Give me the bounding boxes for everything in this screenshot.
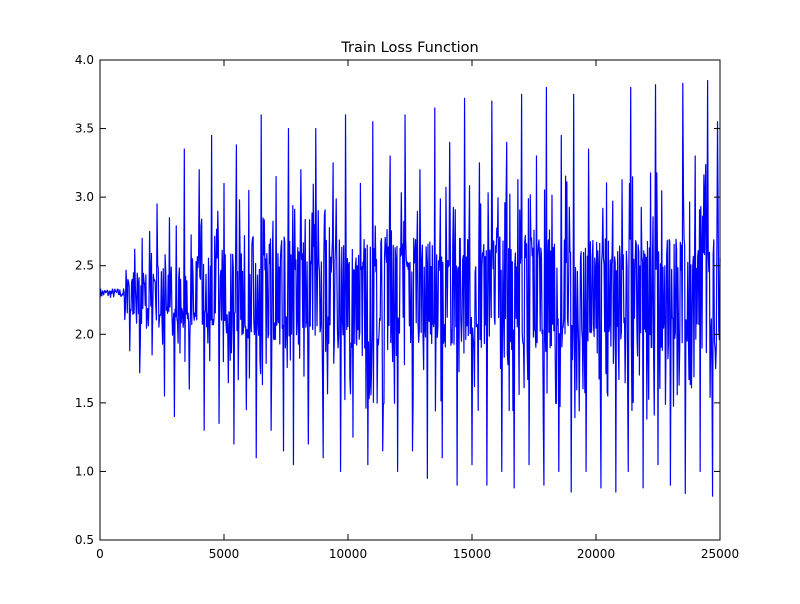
series-line-train-loss xyxy=(99,79,721,497)
x-tick-label: 5000 xyxy=(209,547,240,561)
y-axis: 0.5 1.0 1.5 2.0 2.5 3.0 3.5 4.0 xyxy=(75,53,720,547)
y-tick-label: 3.5 xyxy=(75,122,94,136)
y-tick-label: 4.0 xyxy=(75,53,94,67)
x-axis: 0 5000 10000 15000 20000 25000 xyxy=(96,60,739,561)
x-tick-label: 0 xyxy=(96,547,104,561)
x-tick-label: 15000 xyxy=(453,547,491,561)
x-tick-label: 25000 xyxy=(701,547,739,561)
series-layer xyxy=(99,79,721,497)
y-tick-label: 1.0 xyxy=(75,464,94,478)
y-tick-label: 1.5 xyxy=(75,396,94,410)
plot-frame xyxy=(99,59,721,541)
x-tick-label: 10000 xyxy=(329,547,367,561)
y-tick-label: 3.0 xyxy=(75,190,94,204)
y-tick-label: 2.0 xyxy=(75,327,94,341)
y-tick-label: 0.5 xyxy=(75,533,94,547)
chart-title: Train Loss Function xyxy=(340,40,479,56)
y-tick-label: 2.5 xyxy=(75,259,94,273)
x-tick-label: 20000 xyxy=(577,547,615,561)
